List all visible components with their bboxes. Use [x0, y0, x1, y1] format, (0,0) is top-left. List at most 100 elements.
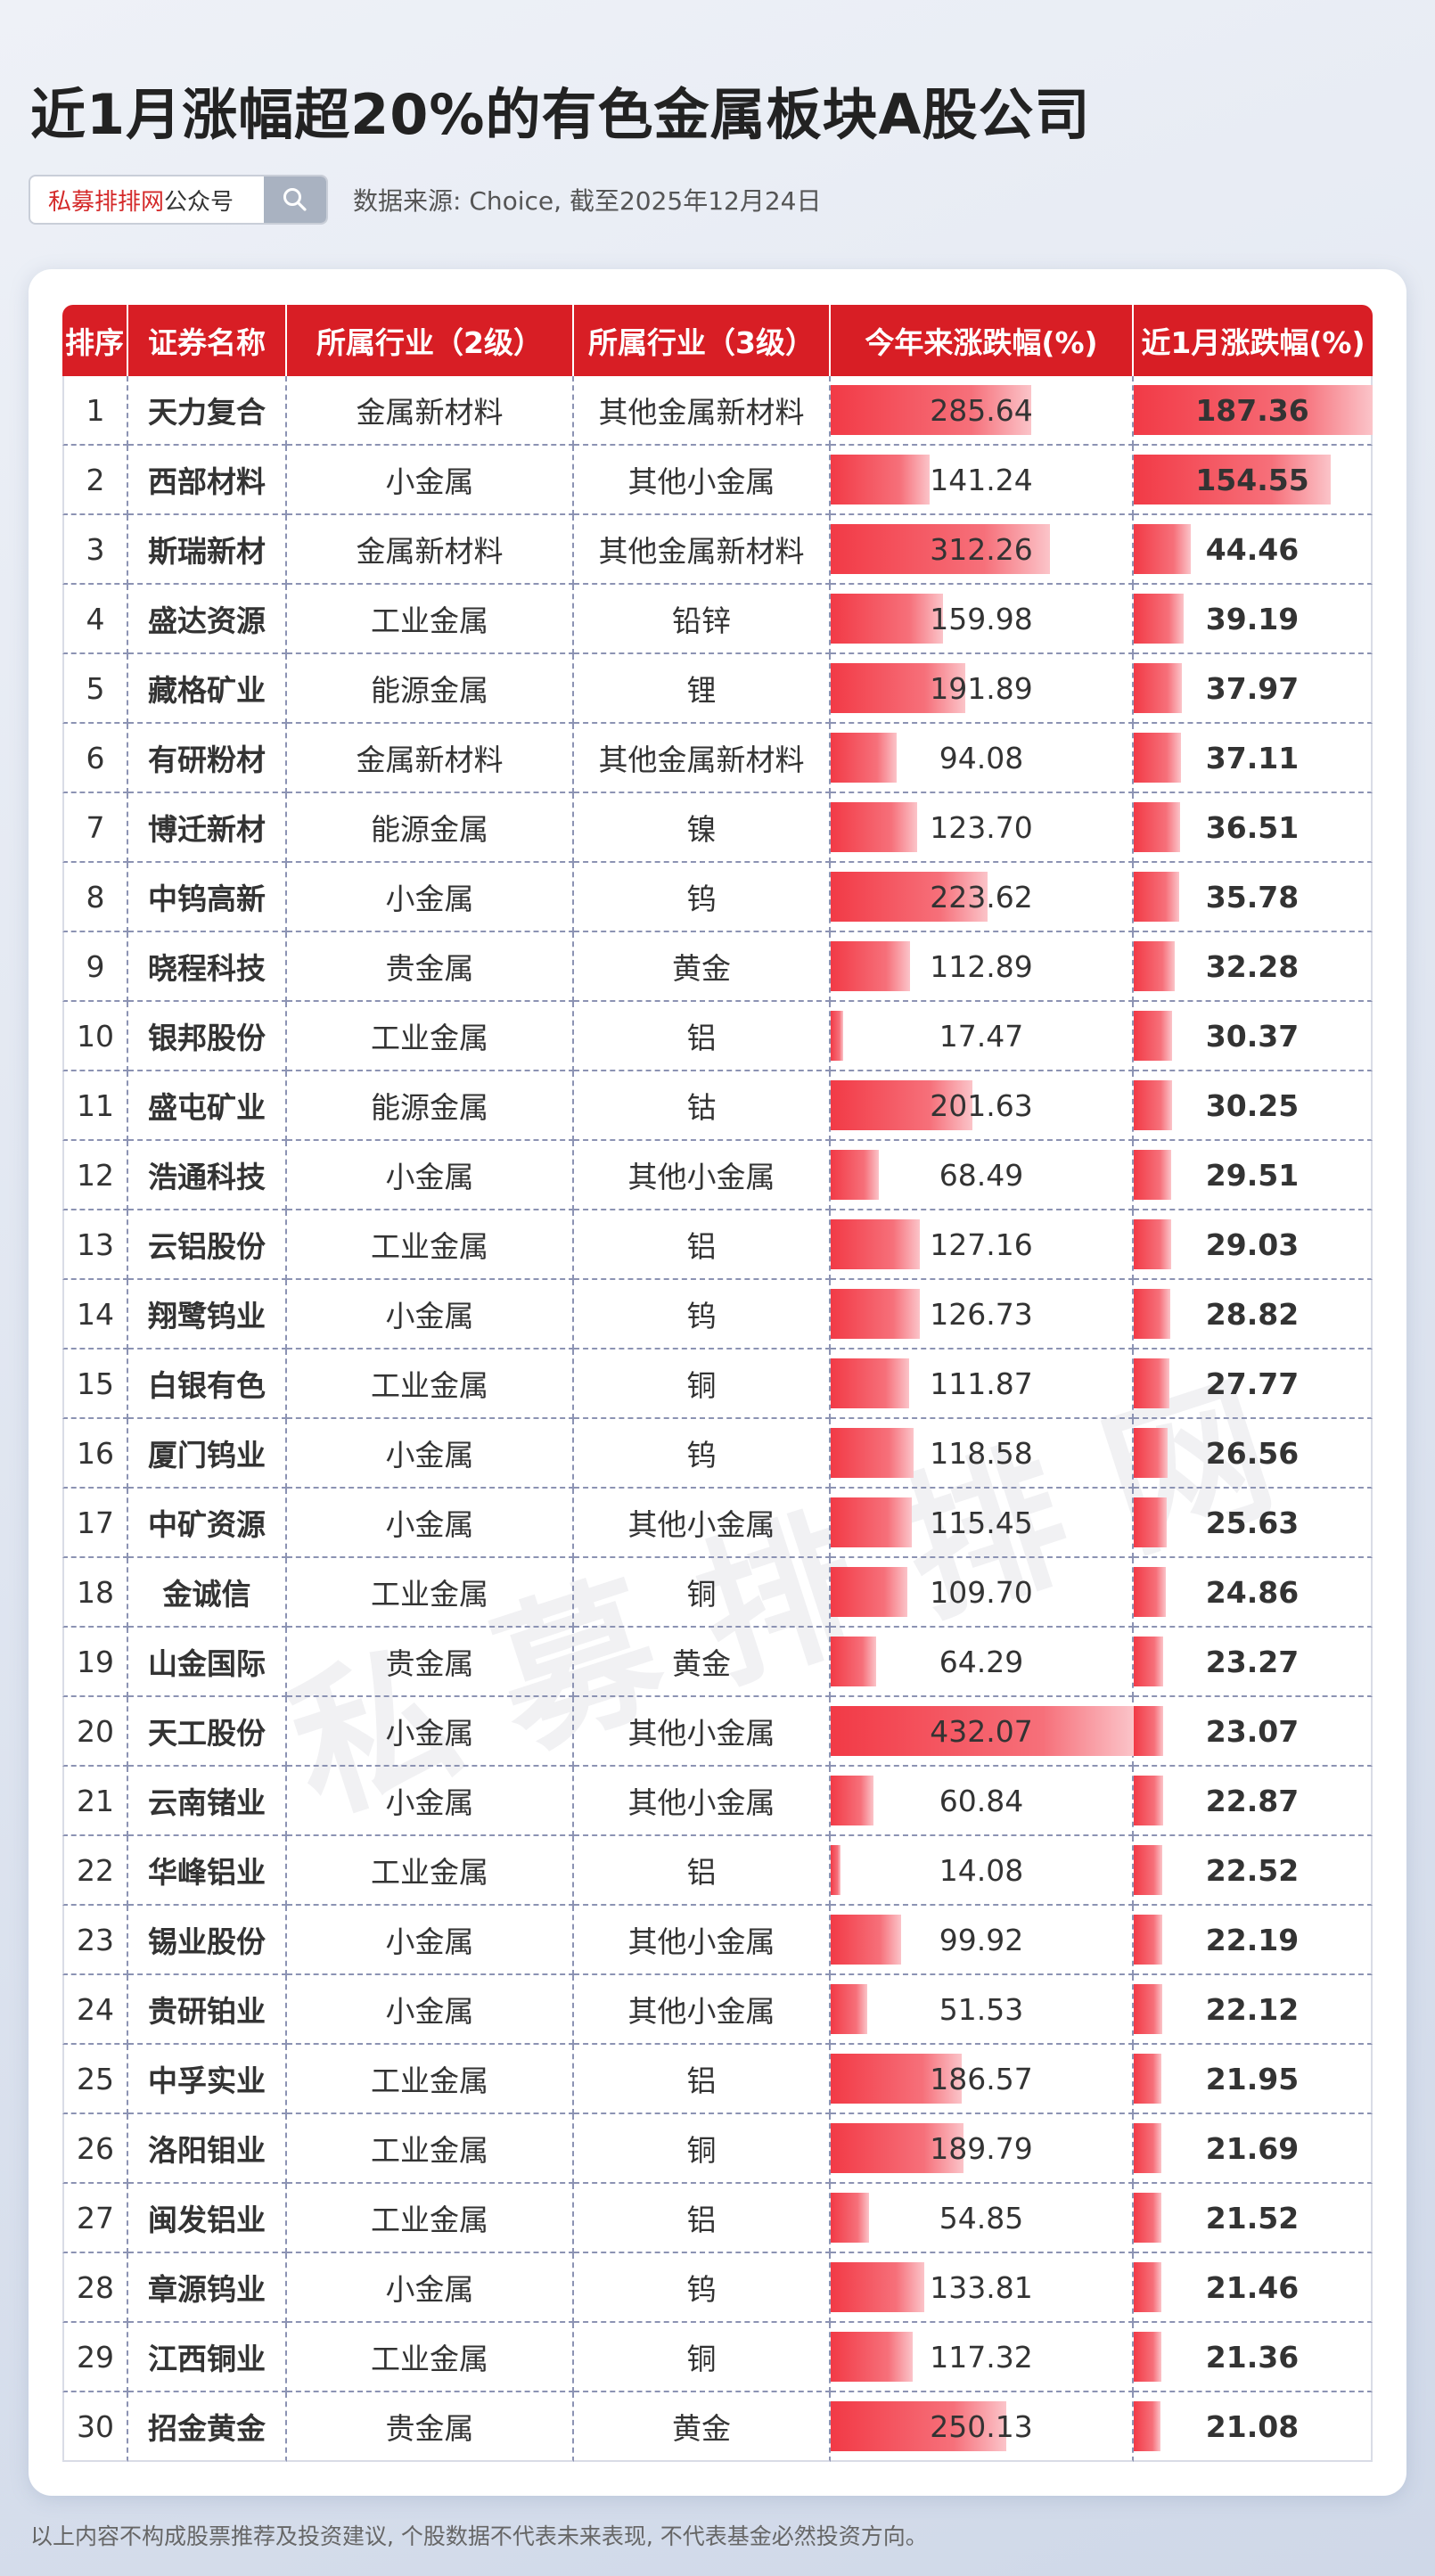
industry3-cell: 其他小金属 [574, 1141, 831, 1210]
month-change-cell: 27.77 [1134, 1350, 1373, 1419]
ytd-change-cell: 159.98 [831, 585, 1134, 654]
month-change-header: 近1月涨跌幅(%) [1134, 305, 1373, 376]
table-row: 20 天工股份 小金属 其他小金属 432.07 23.07 [62, 1697, 1373, 1767]
month-change-cell: 21.95 [1134, 2045, 1373, 2114]
table-row: 26 洛阳钼业 工业金属铜 189.79 21.69 [62, 2114, 1373, 2184]
table-row: 15 白银有色 工业金属铜 111.87 27.77 [62, 1350, 1373, 1419]
rank-cell: 29 [62, 2323, 128, 2392]
industry3-cell: 锂 [574, 654, 831, 724]
rank-header: 排序 [62, 305, 128, 376]
month-change-value: 187.36 [1195, 392, 1309, 428]
ytd-change-bar [831, 2401, 1006, 2451]
month-change-value: 37.11 [1205, 740, 1300, 775]
month-change-cell: 21.52 [1134, 2184, 1373, 2253]
ytd-change-cell: 117.32 [831, 2323, 1134, 2392]
ytd-change-value: 127.16 [930, 1226, 1033, 1262]
table-row: 8 中钨高新 小金属钨 223.62 35.78 [62, 863, 1373, 932]
security-name-cell: 有研粉材 [128, 724, 287, 793]
ytd-change-value: 111.87 [930, 1366, 1033, 1401]
industry2-header: 所属行业（2级） [287, 305, 574, 376]
ytd-change-value: 159.98 [930, 601, 1033, 636]
industry3-cell: 钨 [574, 2253, 831, 2323]
industry2-cell: 能源金属 [287, 654, 574, 724]
industry3-cell: 其他金属新材料 [574, 724, 831, 793]
rank-cell: 21 [62, 1767, 128, 1836]
table-row: 10 银邦股份 工业金属铝 17.47 30.37 [62, 1002, 1373, 1071]
security-name-cell: 章源钨业 [128, 2253, 287, 2323]
rank-cell: 11 [62, 1071, 128, 1141]
month-change-value: 37.97 [1205, 670, 1300, 706]
table-row: 14 翔鹭钨业 小金属钨 126.73 28.82 [62, 1280, 1373, 1350]
month-change-value: 21.36 [1205, 2339, 1300, 2375]
security-name-cell: 招金黄金 [128, 2392, 287, 2462]
industry2-cell: 贵金属 [287, 2392, 574, 2462]
industry3-cell: 黄金 [574, 2392, 831, 2462]
industry3-cell: 其他小金属 [574, 1767, 831, 1836]
month-change-cell: 26.56 [1134, 1419, 1373, 1489]
industry3-cell: 其他小金属 [574, 1975, 831, 2045]
ytd-change-cell: 191.89 [831, 654, 1134, 724]
industry3-cell: 其他金属新材料 [574, 515, 831, 585]
month-change-cell: 187.36 [1134, 376, 1373, 446]
industry2-cell: 能源金属 [287, 1071, 574, 1141]
ytd-change-bar [831, 1845, 841, 1895]
ytd-change-value: 133.81 [930, 2269, 1033, 2305]
security-name-cell: 天力复合 [128, 376, 287, 446]
account-label: 公众号 [164, 188, 234, 216]
security-name-cell: 翔鹭钨业 [128, 1280, 287, 1350]
ytd-change-bar [831, 1358, 910, 1408]
search-button[interactable] [264, 176, 326, 223]
industry3-header: 所属行业（3级） [574, 305, 831, 376]
industry3-cell: 钨 [574, 1280, 831, 1350]
ytd-change-bar [831, 1011, 843, 1061]
industry3-cell: 铅锌 [574, 585, 831, 654]
industry3-cell: 其他小金属 [574, 1906, 831, 1975]
month-change-bar [1134, 1289, 1171, 1339]
month-change-bar [1134, 594, 1185, 644]
ytd-change-bar [831, 733, 898, 783]
industry3-cell: 镍 [574, 793, 831, 863]
ytd-change-cell: 141.24 [831, 446, 1134, 515]
ytd-change-bar [831, 1150, 879, 1200]
ytd-change-cell: 133.81 [831, 2253, 1134, 2323]
month-change-bar [1134, 1080, 1173, 1130]
ytd-change-value: 189.79 [930, 2130, 1033, 2166]
month-change-bar [1134, 1567, 1166, 1617]
month-change-value: 21.95 [1205, 2061, 1300, 2096]
account-search-box[interactable]: 私募排排网公众号 [29, 175, 328, 225]
industry2-cell: 小金属 [287, 1489, 574, 1558]
rank-cell: 3 [62, 515, 128, 585]
month-change-value: 21.08 [1205, 2408, 1300, 2444]
month-change-bar [1134, 455, 1332, 505]
table-row: 7 博迁新材 能源金属镍 123.70 36.51 [62, 793, 1373, 863]
ytd-change-bar [831, 455, 931, 505]
ytd-change-bar [831, 524, 1050, 574]
ytd-change-cell: 99.92 [831, 1906, 1134, 1975]
month-change-value: 27.77 [1205, 1366, 1300, 1401]
rank-cell: 14 [62, 1280, 128, 1350]
ytd-change-cell: 68.49 [831, 1141, 1134, 1210]
subtitle-row: 私募排排网公众号 数据来源: Choice, 截至2025年12月24日 [29, 175, 821, 225]
rank-cell: 1 [62, 376, 128, 446]
month-change-cell: 30.37 [1134, 1002, 1373, 1071]
ytd-change-bar [831, 594, 943, 644]
security-name-cell: 中矿资源 [128, 1489, 287, 1558]
month-change-bar [1134, 1915, 1162, 1965]
industry2-cell: 小金属 [287, 1975, 574, 2045]
table-row: 3 斯瑞新材 金属新材料 其他金属新材料 312.26 44.46 [62, 515, 1373, 585]
month-change-cell: 36.51 [1134, 793, 1373, 863]
rank-cell: 26 [62, 2114, 128, 2184]
month-change-cell: 28.82 [1134, 1280, 1373, 1350]
ytd-change-cell: 312.26 [831, 515, 1134, 585]
ytd-change-bar [831, 1637, 876, 1686]
security-name-cell: 盛达资源 [128, 585, 287, 654]
industry3-cell: 黄金 [574, 1628, 831, 1697]
ytd-change-cell: 94.08 [831, 724, 1134, 793]
ytd-change-cell: 14.08 [831, 1836, 1134, 1906]
industry3-cell: 铝 [574, 1002, 831, 1071]
ytd-change-cell: 127.16 [831, 1210, 1134, 1280]
month-change-value: 29.03 [1205, 1226, 1300, 1262]
ytd-change-value: 186.57 [930, 2061, 1033, 2096]
rank-cell: 16 [62, 1419, 128, 1489]
ytd-change-value: 117.32 [930, 2339, 1033, 2375]
